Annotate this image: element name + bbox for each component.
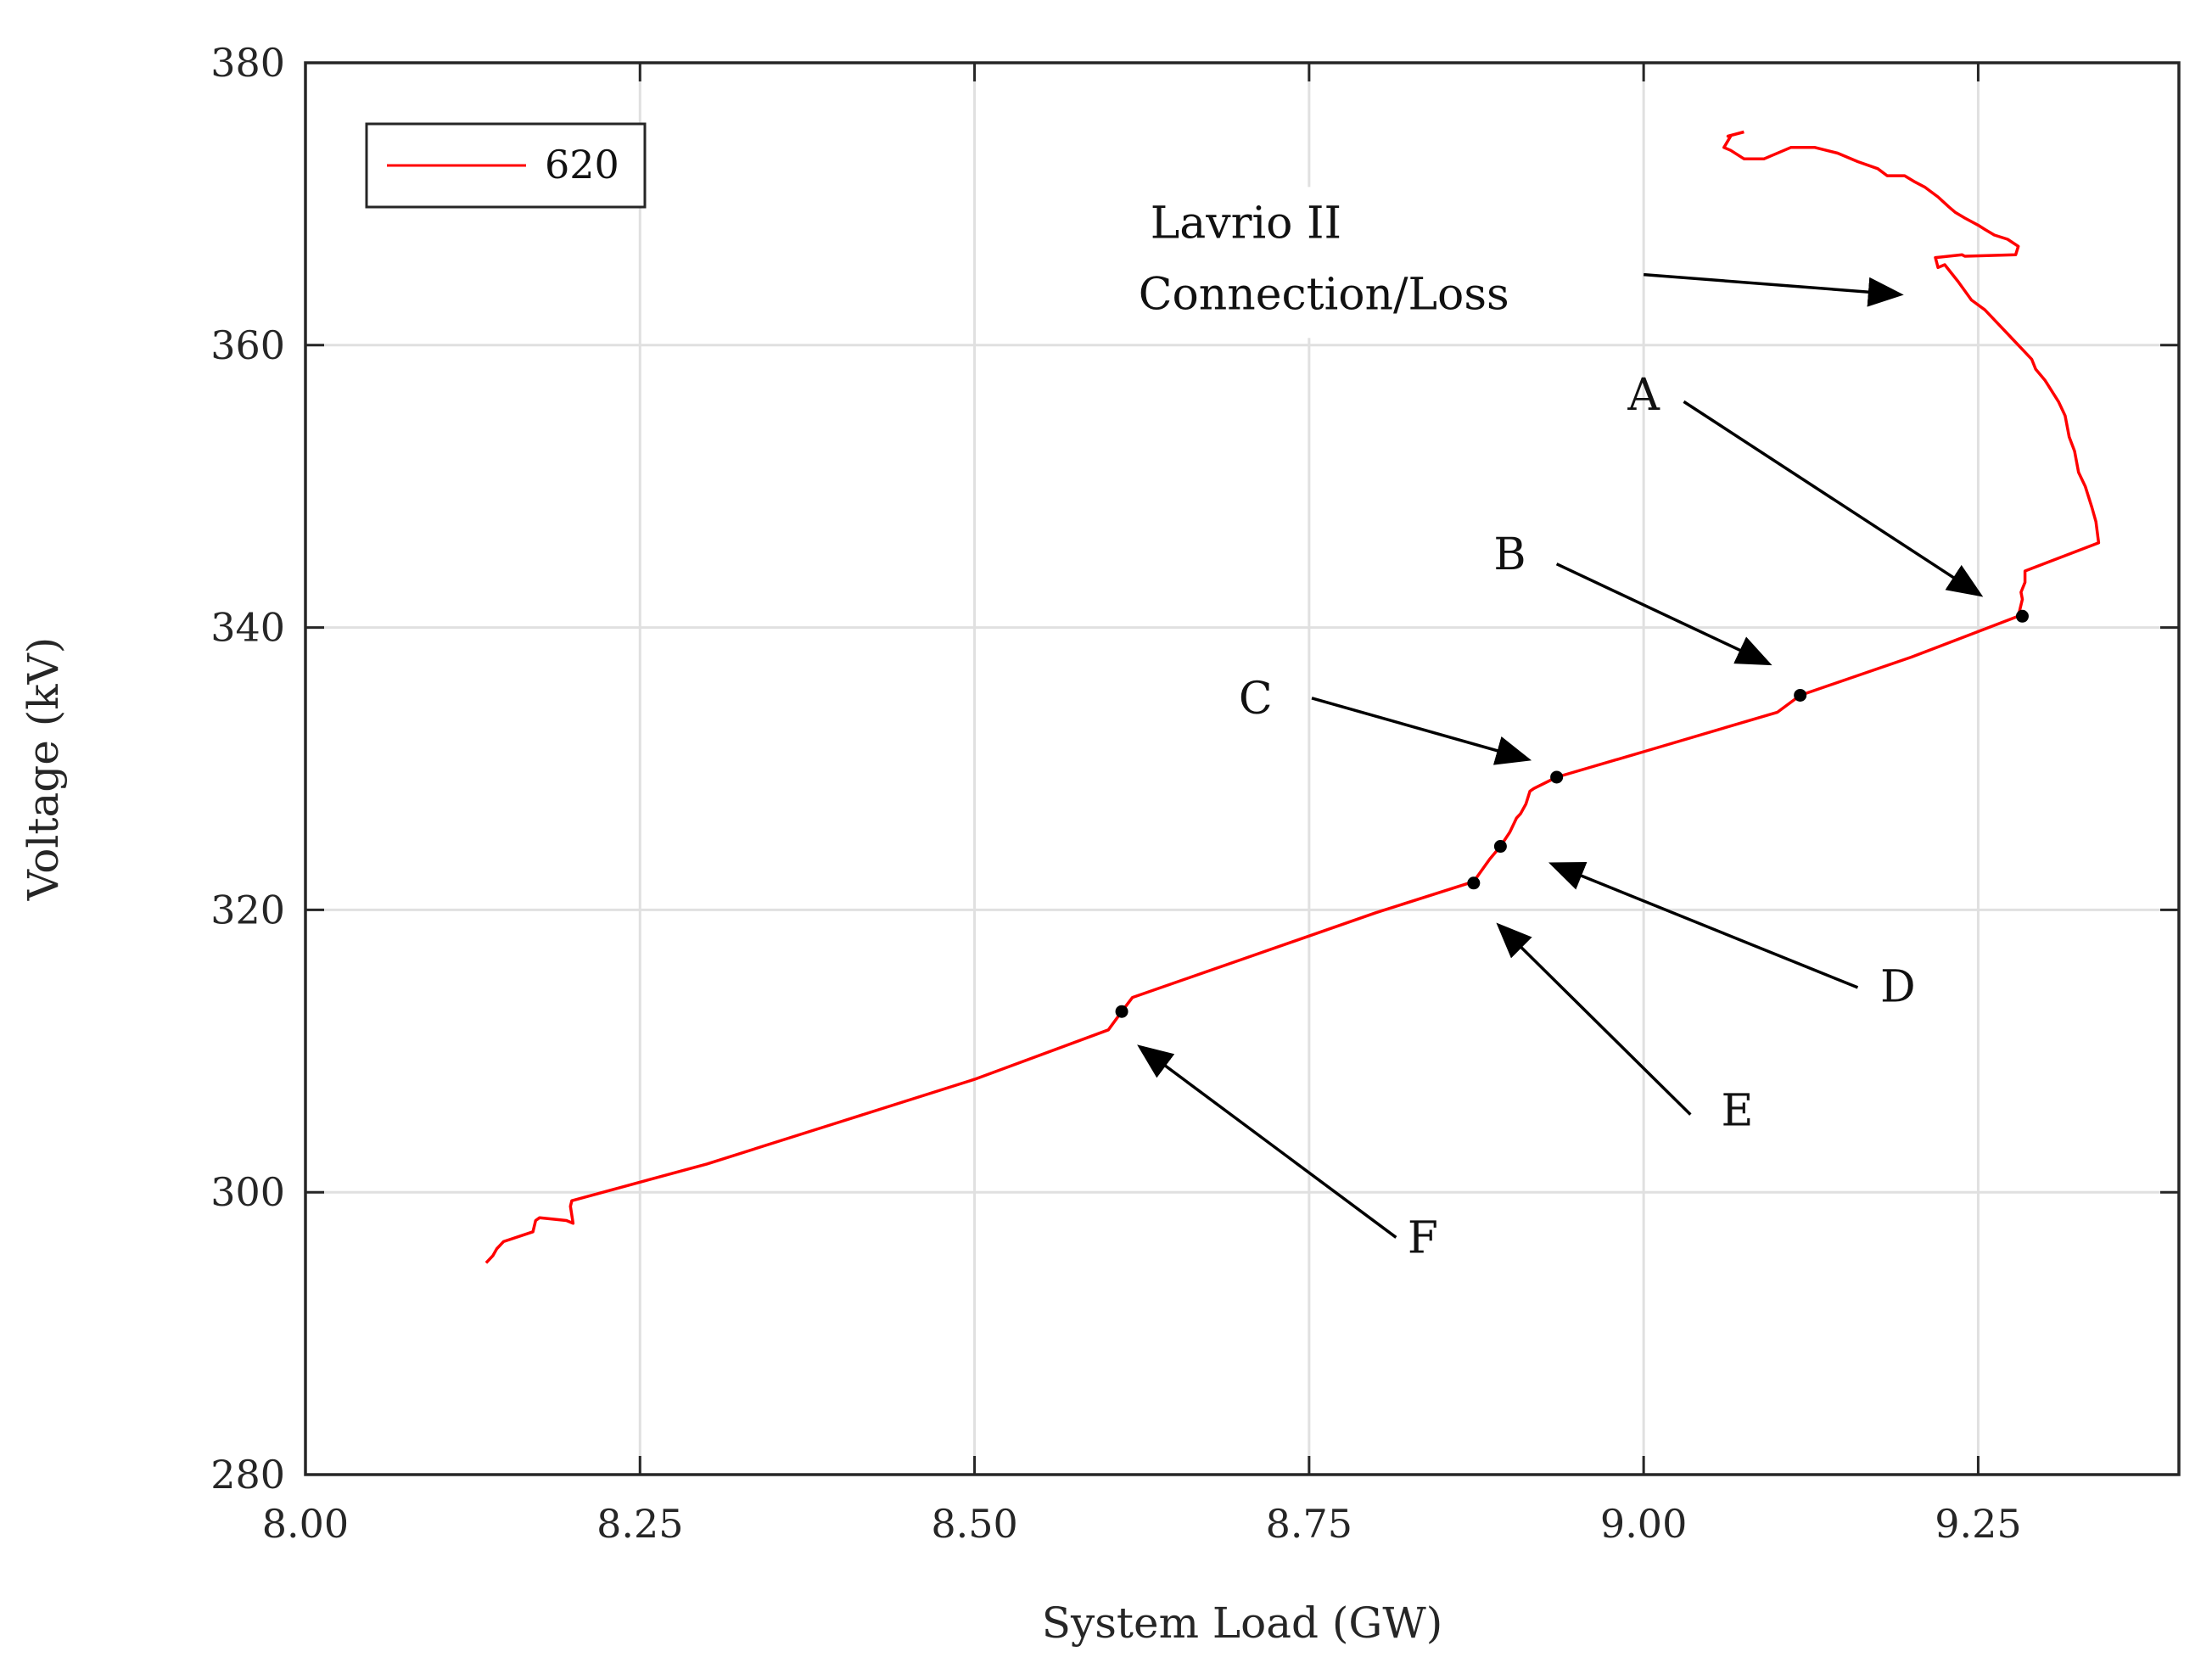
annotation-arrow [1555,563,1772,666]
annotation-label: D [1880,961,1916,1012]
data-point-marker [1550,770,1564,784]
annotation-label: C [1239,674,1273,725]
x-tick-label: 8.00 [262,1501,349,1547]
y-tick-label: 360 [210,322,285,368]
series-layer [484,130,2101,1264]
annotation-arrow [1548,862,1859,989]
annotation-arrow [1683,400,1984,597]
data-point-marker [1115,1005,1128,1018]
annotation-label: A [1627,370,1660,421]
annotation-text-background [1129,187,1571,339]
annotation-label: F [1408,1212,1438,1263]
annotation-layer: Lavrio II Connection/Loss A B C D E F [1129,187,1984,1263]
annotation-label: Connection/Loss [1139,269,1509,320]
data-point-marker [1794,688,1807,702]
series-line-620 [484,130,2101,1264]
legend-entry-620: 620 [545,142,619,188]
data-point-marker [1493,840,1507,854]
y-tick-label: 340 [210,605,285,651]
x-tick-label: 8.50 [931,1501,1017,1547]
marker-layer [1115,609,2029,1018]
y-tick-label: 300 [210,1169,285,1215]
annotation-label: B [1493,529,1526,580]
y-axis-label: Voltage (kV) [19,637,68,901]
annotation-arrow [1644,272,1904,307]
y-tick-label: 320 [210,887,285,932]
axes [304,61,2181,1476]
axes-box [304,61,2181,1476]
y-tick-label: 280 [210,1452,285,1498]
data-point-marker [1467,876,1481,890]
annotation-arrow [1311,697,1532,765]
x-axis-label: System Load (GW) [1042,1598,1443,1648]
legend: 620 [365,122,647,209]
x-tick-label: 9.00 [1600,1501,1687,1547]
annotation-label: E [1722,1086,1754,1137]
y-tick-label: 380 [210,40,285,86]
annotation-arrow [1496,922,1692,1116]
x-tick-label: 8.25 [596,1501,683,1547]
annotation-label: Lavrio II [1151,198,1341,249]
tick-labels: 8.00 8.25 8.50 8.75 9.00 9.25 280 300 320 340 360 3… [210,40,2021,1547]
annotation-arrow [1137,1044,1397,1239]
x-tick-label: 9.25 [1935,1501,2021,1547]
x-tick-label: 8.75 [1266,1501,1352,1547]
data-point-marker [2015,609,2029,623]
